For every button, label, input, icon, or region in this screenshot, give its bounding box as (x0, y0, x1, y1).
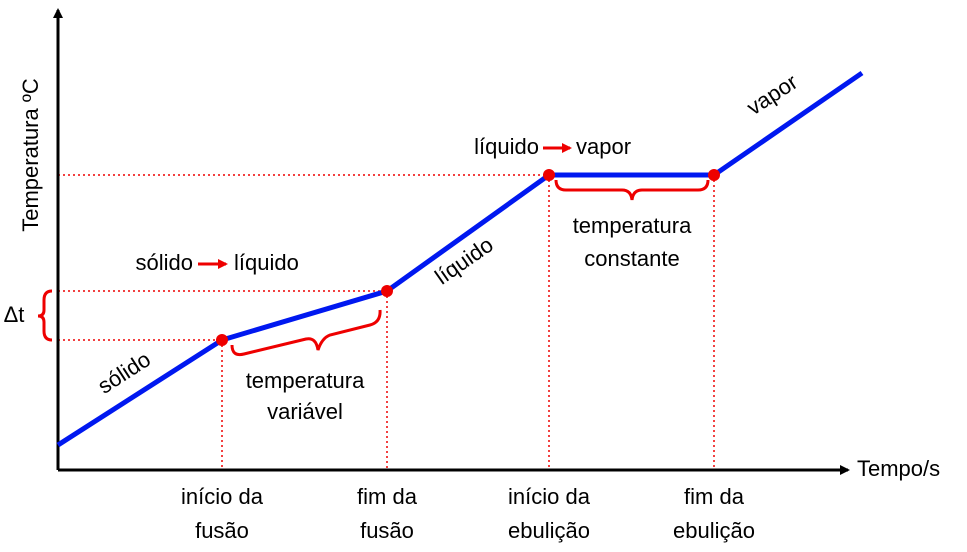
transition-from: sólido (136, 250, 193, 275)
curve (56, 70, 864, 448)
points (216, 169, 720, 346)
x-axis-label: Tempo/s (857, 456, 940, 481)
transition-from: líquido (474, 134, 539, 159)
transition-to: líquido (234, 250, 299, 275)
x-label: ebulição (673, 518, 755, 543)
x-label: ebulição (508, 518, 590, 543)
note: variável (267, 399, 343, 424)
delta-brace (37, 289, 53, 342)
x-label: início da (181, 484, 264, 509)
y-axis-label: Temperatura ºC (18, 78, 43, 232)
brace-constant (554, 179, 710, 201)
x-label: fim da (684, 484, 745, 509)
phase-label: líquido (430, 232, 497, 290)
x-label: fusão (195, 518, 249, 543)
delta-label: Δt (4, 302, 25, 327)
brace-variable (230, 309, 382, 357)
x-label: fim da (357, 484, 418, 509)
note: constante (584, 246, 679, 271)
note: temperatura (246, 368, 365, 393)
x-label: início da (508, 484, 591, 509)
phase-label: vapor (742, 69, 802, 120)
guides (58, 174, 715, 470)
transition-to: vapor (576, 134, 631, 159)
x-label: fusão (360, 518, 414, 543)
note: temperatura (573, 213, 692, 238)
